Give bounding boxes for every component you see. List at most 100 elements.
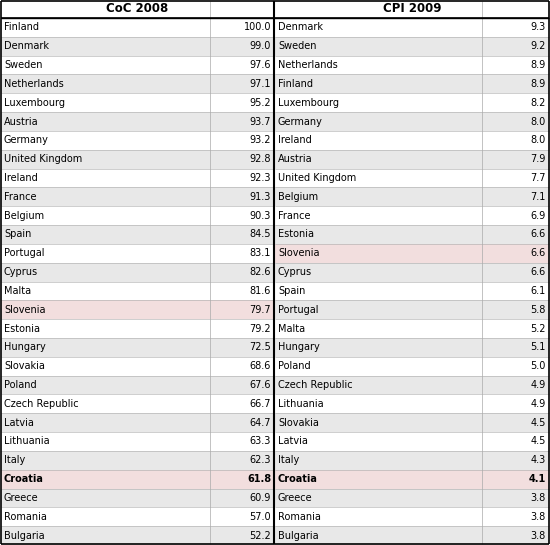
Bar bbox=[275, 376, 549, 395]
Bar bbox=[275, 37, 549, 56]
Text: Slovakia: Slovakia bbox=[278, 417, 319, 428]
Text: 52.2: 52.2 bbox=[249, 531, 271, 541]
Bar bbox=[275, 357, 549, 376]
Bar bbox=[275, 300, 549, 319]
Bar bbox=[275, 451, 549, 470]
Text: 68.6: 68.6 bbox=[250, 361, 271, 371]
Text: Bulgaria: Bulgaria bbox=[278, 531, 318, 541]
Bar bbox=[1, 338, 274, 357]
Text: Bulgaria: Bulgaria bbox=[4, 531, 45, 541]
Text: 3.8: 3.8 bbox=[531, 512, 546, 522]
Text: Spain: Spain bbox=[278, 286, 305, 296]
Bar bbox=[1, 0, 549, 18]
Text: 9.2: 9.2 bbox=[531, 41, 546, 51]
Text: France: France bbox=[278, 210, 311, 221]
Text: 61.8: 61.8 bbox=[247, 474, 271, 484]
Bar bbox=[275, 206, 549, 225]
Bar bbox=[1, 357, 274, 376]
Bar bbox=[1, 507, 274, 526]
Text: United Kingdom: United Kingdom bbox=[278, 173, 356, 183]
Bar bbox=[1, 413, 274, 432]
Text: 95.2: 95.2 bbox=[249, 98, 271, 108]
Bar bbox=[275, 338, 549, 357]
Text: Latvia: Latvia bbox=[278, 437, 308, 446]
Bar bbox=[275, 225, 549, 244]
Text: 8.2: 8.2 bbox=[531, 98, 546, 108]
Text: Ireland: Ireland bbox=[4, 173, 38, 183]
Text: Austria: Austria bbox=[4, 117, 38, 126]
Text: Croatia: Croatia bbox=[278, 474, 318, 484]
Text: Italy: Italy bbox=[4, 455, 25, 465]
Bar bbox=[1, 56, 274, 75]
Text: Poland: Poland bbox=[4, 380, 37, 390]
Bar bbox=[1, 470, 274, 488]
Text: 92.3: 92.3 bbox=[250, 173, 271, 183]
Text: Cyprus: Cyprus bbox=[278, 267, 312, 277]
Text: Lithuania: Lithuania bbox=[278, 399, 323, 409]
Bar bbox=[1, 37, 274, 56]
Bar bbox=[275, 395, 549, 413]
Bar bbox=[1, 18, 274, 37]
Text: Hungary: Hungary bbox=[4, 342, 46, 353]
Text: 6.6: 6.6 bbox=[531, 267, 546, 277]
Text: Denmark: Denmark bbox=[278, 22, 323, 32]
Text: 7.1: 7.1 bbox=[531, 192, 546, 202]
Text: Estonia: Estonia bbox=[4, 324, 40, 334]
Text: 66.7: 66.7 bbox=[250, 399, 271, 409]
Bar bbox=[275, 75, 549, 93]
Text: Latvia: Latvia bbox=[4, 417, 34, 428]
Text: Germany: Germany bbox=[278, 117, 323, 126]
Bar bbox=[1, 376, 274, 395]
Bar bbox=[1, 526, 274, 545]
Text: 5.1: 5.1 bbox=[531, 342, 546, 353]
Text: 3.8: 3.8 bbox=[531, 493, 546, 503]
Text: 93.2: 93.2 bbox=[250, 135, 271, 146]
Text: Czech Republic: Czech Republic bbox=[278, 380, 353, 390]
Bar bbox=[275, 526, 549, 545]
Text: 7.9: 7.9 bbox=[531, 154, 546, 164]
Text: 72.5: 72.5 bbox=[249, 342, 271, 353]
Text: 4.5: 4.5 bbox=[531, 417, 546, 428]
Text: Hungary: Hungary bbox=[278, 342, 320, 353]
Bar bbox=[275, 244, 549, 263]
Text: 93.7: 93.7 bbox=[250, 117, 271, 126]
Text: United Kingdom: United Kingdom bbox=[4, 154, 82, 164]
Text: 62.3: 62.3 bbox=[250, 455, 271, 465]
Text: 5.8: 5.8 bbox=[531, 305, 546, 314]
Text: 67.6: 67.6 bbox=[250, 380, 271, 390]
Bar bbox=[1, 282, 274, 300]
Text: 90.3: 90.3 bbox=[250, 210, 271, 221]
Text: Belgium: Belgium bbox=[4, 210, 44, 221]
Bar bbox=[275, 187, 549, 206]
Text: 91.3: 91.3 bbox=[250, 192, 271, 202]
Text: Luxembourg: Luxembourg bbox=[4, 98, 65, 108]
Text: 3.8: 3.8 bbox=[531, 531, 546, 541]
Text: CoC 2008: CoC 2008 bbox=[106, 3, 169, 15]
Text: 7.7: 7.7 bbox=[531, 173, 546, 183]
Bar bbox=[275, 282, 549, 300]
Bar bbox=[275, 319, 549, 338]
Bar bbox=[275, 150, 549, 168]
Text: 9.3: 9.3 bbox=[531, 22, 546, 32]
Text: 57.0: 57.0 bbox=[249, 512, 271, 522]
Text: Finland: Finland bbox=[278, 79, 313, 89]
Bar bbox=[275, 470, 549, 488]
Text: Portugal: Portugal bbox=[278, 305, 318, 314]
Text: Denmark: Denmark bbox=[4, 41, 49, 51]
Text: Croatia: Croatia bbox=[4, 474, 44, 484]
Text: Ireland: Ireland bbox=[278, 135, 312, 146]
Text: Slovakia: Slovakia bbox=[4, 361, 45, 371]
Text: Netherlands: Netherlands bbox=[278, 60, 338, 70]
Text: 8.0: 8.0 bbox=[531, 117, 546, 126]
Text: 79.7: 79.7 bbox=[249, 305, 271, 314]
Bar bbox=[1, 206, 274, 225]
Text: Slovenia: Slovenia bbox=[4, 305, 46, 314]
Text: Romania: Romania bbox=[4, 512, 47, 522]
Text: 63.3: 63.3 bbox=[250, 437, 271, 446]
Bar bbox=[1, 112, 274, 131]
Text: Austria: Austria bbox=[278, 154, 312, 164]
Text: Portugal: Portugal bbox=[4, 249, 45, 258]
Text: 97.1: 97.1 bbox=[250, 79, 271, 89]
Text: Malta: Malta bbox=[4, 286, 31, 296]
Text: Luxembourg: Luxembourg bbox=[278, 98, 339, 108]
